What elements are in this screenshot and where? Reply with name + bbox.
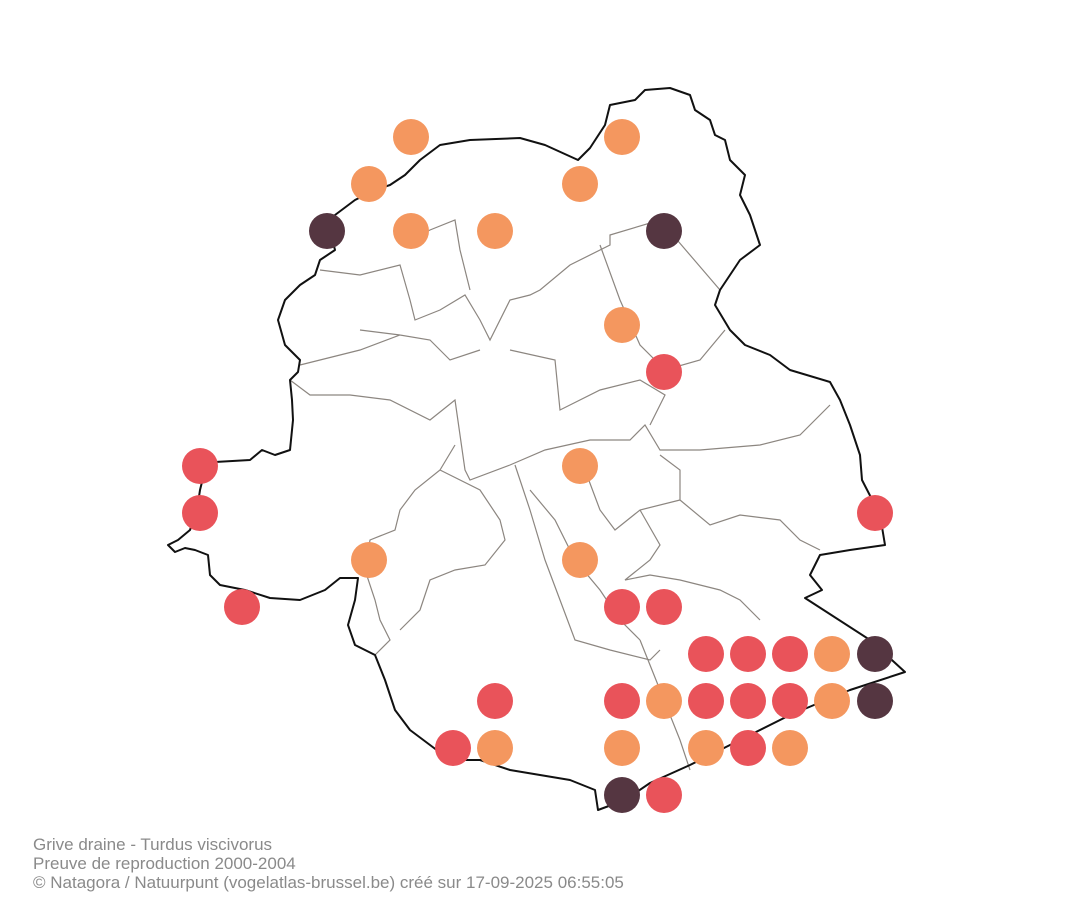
cell-dot [435,730,471,766]
caption-dataset: Preuve de reproduction 2000-2004 [33,854,296,873]
boundary [319,219,721,342]
cell-dot [393,119,429,155]
cell-dot [646,683,682,719]
cell-dot [814,683,850,719]
cell-dot [730,636,766,672]
caption-species: Grive draine - Turdus viscivorus [33,835,272,854]
boundary [584,454,821,621]
boundary [289,379,831,481]
cell-dot [604,589,640,625]
cell-dot [604,730,640,766]
cell-dot [730,730,766,766]
municipal-boundaries [289,219,831,771]
cell-dot [562,166,598,202]
cell-dot [351,542,387,578]
cell-dot [604,307,640,343]
cell-dot [477,213,513,249]
cell-dot [688,730,724,766]
cell-dot [351,166,387,202]
boundary [364,444,506,656]
cell-dot [646,777,682,813]
cell-dot [646,589,682,625]
region-boundary [167,87,906,811]
cell-dot [477,730,513,766]
cell-dot [772,730,808,766]
cell-dot [562,542,598,578]
cell-dot [224,589,260,625]
cell-dot [646,213,682,249]
cell-dot [772,636,808,672]
cell-dot [477,683,513,719]
caption-credit: © Natagora / Natuurpunt (vogelatlas-brus… [33,873,624,892]
cell-dot [857,495,893,531]
cell-dot [182,495,218,531]
cell-dot [857,683,893,719]
cell-dot [646,354,682,390]
cell-dot [309,213,345,249]
cell-dot [688,636,724,672]
cell-dot [772,683,808,719]
cell-dot [604,683,640,719]
cell-dot [182,448,218,484]
cell-dot [604,777,640,813]
cell-dot [814,636,850,672]
boundary [509,244,726,426]
observation-cells [182,119,893,813]
cell-dot [857,636,893,672]
cell-dot [688,683,724,719]
cell-dot [393,213,429,249]
cell-dot [730,683,766,719]
cell-dot [562,448,598,484]
cell-dot [604,119,640,155]
